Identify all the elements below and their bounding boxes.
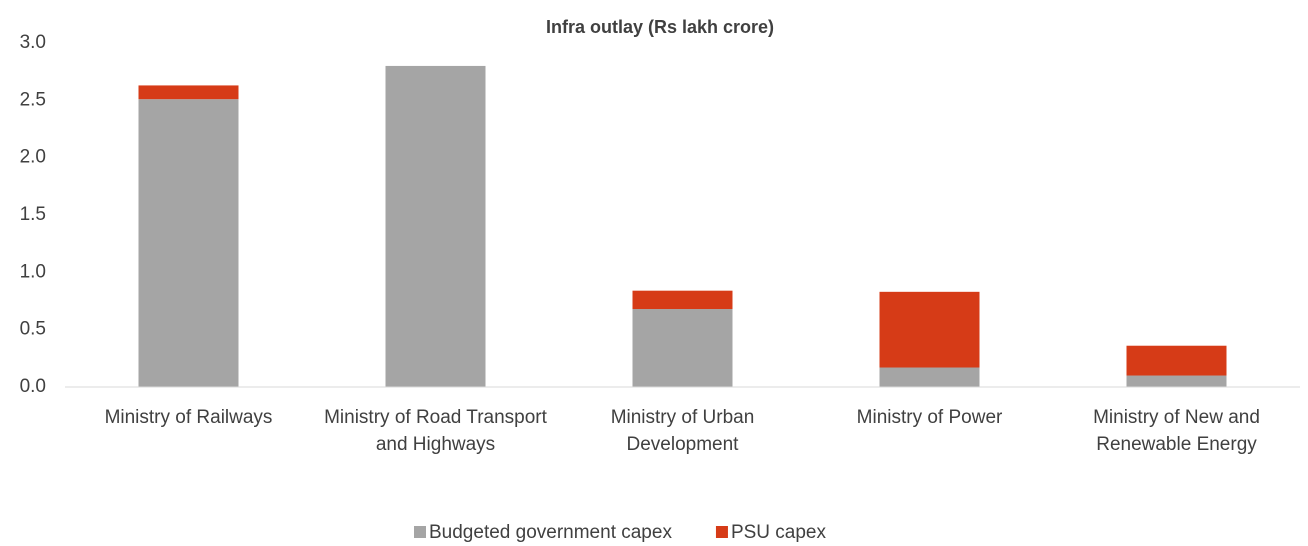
y-tick-label: 1.5 — [20, 204, 46, 225]
bar-segment — [632, 309, 733, 387]
legend-swatch — [414, 526, 426, 538]
y-tick-label: 0.0 — [20, 376, 46, 397]
bar-segment — [879, 291, 980, 368]
bar-segment — [138, 99, 239, 387]
bar-segment — [1126, 345, 1227, 376]
y-tick-label: 2.0 — [20, 147, 46, 168]
x-tick-label: Ministry of Railways — [104, 407, 273, 428]
bar-segment — [1126, 375, 1227, 387]
bar-segment — [632, 290, 733, 310]
legend-label: Budgeted government capex — [429, 522, 672, 543]
y-tick-label: 3.0 — [20, 32, 46, 53]
y-tick-label: 0.5 — [20, 319, 46, 340]
bar-segment — [385, 65, 486, 387]
x-tick-label: Ministry of Urban Development — [610, 407, 755, 455]
legend-label: PSU capex — [731, 522, 827, 543]
x-tick-label: Ministry of Power — [856, 407, 1003, 428]
y-tick-label: 1.0 — [20, 261, 46, 282]
x-tick-label: Ministry of New and Renewable Energy — [1093, 407, 1260, 455]
x-tick-label: Ministry of Road Transport and Highways — [324, 407, 547, 455]
legend-swatch — [715, 526, 728, 538]
bar-segment — [138, 85, 239, 100]
bar-segment — [879, 367, 980, 387]
chart-title: Infra outlay (Rs lakh crore) — [546, 17, 774, 37]
y-tick-label: 2.5 — [20, 89, 46, 110]
